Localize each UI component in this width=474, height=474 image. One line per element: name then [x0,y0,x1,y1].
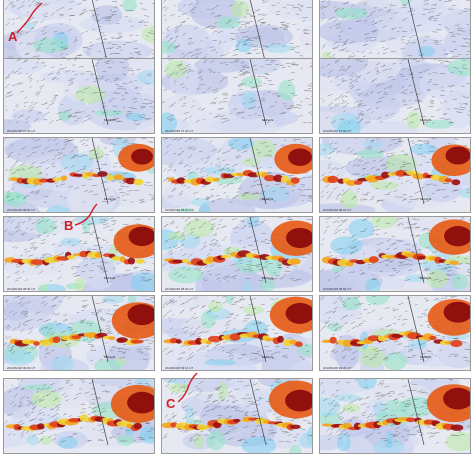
echo-field [330,59,470,133]
panel-midnight-label: Midnight [420,355,432,359]
panel-midnight-label: Midnight [104,276,116,280]
annotation-label-b: B [64,218,74,233]
arc-band [321,384,470,431]
arc-band [321,219,470,267]
midnight-meridian [91,296,109,363]
panel-midnight-label: Midnight [262,118,274,122]
echo-field [162,0,292,54]
wind-vectors [4,59,154,126]
panel-timestamp: 2013/02/28 09:00 UT [7,366,35,370]
midnight-meridian [407,59,425,126]
arc-band [5,384,154,432]
midnight-meridian [91,138,109,205]
midnight-meridian [407,138,425,205]
midnight-meridian [249,138,267,205]
map-panel-image: 2013/02/28 08:30 UT Midnight [4,217,154,291]
map-panel [319,378,471,454]
panel-timestamp: 2013/02/28 09:10 UT [165,366,193,370]
midnight-meridian [91,59,109,126]
midnight-meridian [249,59,267,126]
panel-timestamp: 2013/02/28 08:00 UT [7,208,35,212]
wind-vectors [162,0,312,64]
map-panel-image [162,379,312,453]
panel-timestamp: 2013/02/28 08:30 UT [7,287,35,291]
arc-band [163,220,312,266]
map-panel-image: 2013/02/28 08:50 UT Midnight [320,217,470,291]
map-panel: 2013/02/28 07:40 UT Midnight [161,58,313,134]
map-panel-image: 2013/02/28 07:40 UT Midnight [162,59,312,133]
panel-timestamp: 2013/02/28 09:20 UT [323,366,351,370]
map-panel: 2013/02/28 08:30 UT Midnight [3,216,155,292]
map-panel: 2013/02/28 08:20 UT Midnight [319,137,471,213]
panel-midnight-label: Midnight [104,118,116,122]
map-panel-image: 2013/02/28 09:00 UT Midnight [4,296,154,370]
arc-band [321,299,470,348]
midnight-meridian [91,217,109,284]
panel-midnight-label: Midnight [262,276,274,280]
arc-band [167,143,312,186]
map-panel-image: 2013/02/28 09:20 UT Midnight [320,296,470,370]
midnight-meridian [249,0,267,66]
echo-field [4,296,154,370]
panel-timestamp: 2013/02/28 08:40 UT [165,287,193,291]
arc-band [322,144,470,186]
map-panel-image: 2013/02/28 08:10 UT Midnight [162,138,312,212]
map-panel: 2013/02/28 09:10 UT Midnight [161,295,313,371]
panel-midnight-label: Midnight [420,197,432,201]
wind-vectors [320,296,470,362]
wind-vectors [162,59,312,124]
midnight-meridian [91,0,109,66]
map-panel-image: 2013/02/28 08:00 UT Midnight [4,138,154,212]
map-panel: 2013/02/28 09:20 UT Midnight [319,295,471,371]
map-panel-image [320,379,470,453]
map-panel-image: 2013/02/28 09:10 UT Midnight [162,296,312,370]
echo-field [176,138,290,212]
midnight-meridian [249,296,267,363]
midnight-meridian [407,379,425,446]
panel-midnight-label: Midnight [262,197,274,201]
panel-timestamp: 2013/02/28 07:50 UT [323,129,351,133]
map-panel: 2013/02/28 08:40 UT Midnight [161,216,313,292]
panel-timestamp: 2013/02/28 07:30 UT [7,129,35,133]
midnight-meridian [249,379,267,446]
arc-band [9,143,154,186]
midnight-meridian [407,296,425,363]
map-panel: 2013/02/28 08:00 UT Midnight [3,137,155,213]
arc-band [163,296,312,347]
arc-band [162,380,312,431]
map-panel-image: 2013/02/28 08:20 UT Midnight [320,138,470,212]
panel-midnight-label: Midnight [420,118,432,122]
panel-midnight-label: Midnight [104,355,116,359]
map-panel-image: 2013/02/28 08:40 UT Midnight [162,217,312,291]
annotation-label-a: A [8,29,18,44]
midnight-meridian [407,217,425,284]
midnight-meridian [407,0,425,66]
panel-timestamp: 2013/02/28 07:40 UT [165,129,193,133]
wind-vectors [321,59,470,124]
arc-band [9,302,154,347]
map-panel: 2013/02/28 09:00 UT Midnight [3,295,155,371]
map-panel: 2013/02/28 08:10 UT Midnight [161,137,313,213]
map-panel-image: 2013/02/28 07:30 UT Midnight [4,59,154,133]
panel-timestamp: 2013/02/28 08:50 UT [323,287,351,291]
map-panel [3,378,155,454]
panel-timestamp: 2013/02/28 08:10 UT [165,208,193,212]
panel-midnight-label: Midnight [104,197,116,201]
midnight-meridian [91,379,109,446]
map-panel: 2013/02/28 07:50 UT Midnight [319,58,471,134]
midnight-meridian [249,217,267,284]
annotation-label-c: C [166,396,176,411]
map-panel: 2013/02/28 07:30 UT Midnight [3,58,155,134]
arc-band [4,224,154,266]
map-panel: 2013/02/28 08:50 UT Midnight [319,216,471,292]
echo-field [58,69,154,122]
map-panel [161,378,313,454]
panel-midnight-label: Midnight [262,355,274,359]
map-panel-image [4,379,154,453]
panel-midnight-label: Midnight [420,276,432,280]
map-panel-image: 2013/02/28 07:50 UT Midnight [320,59,470,133]
panel-timestamp: 2013/02/28 08:20 UT [323,208,351,212]
